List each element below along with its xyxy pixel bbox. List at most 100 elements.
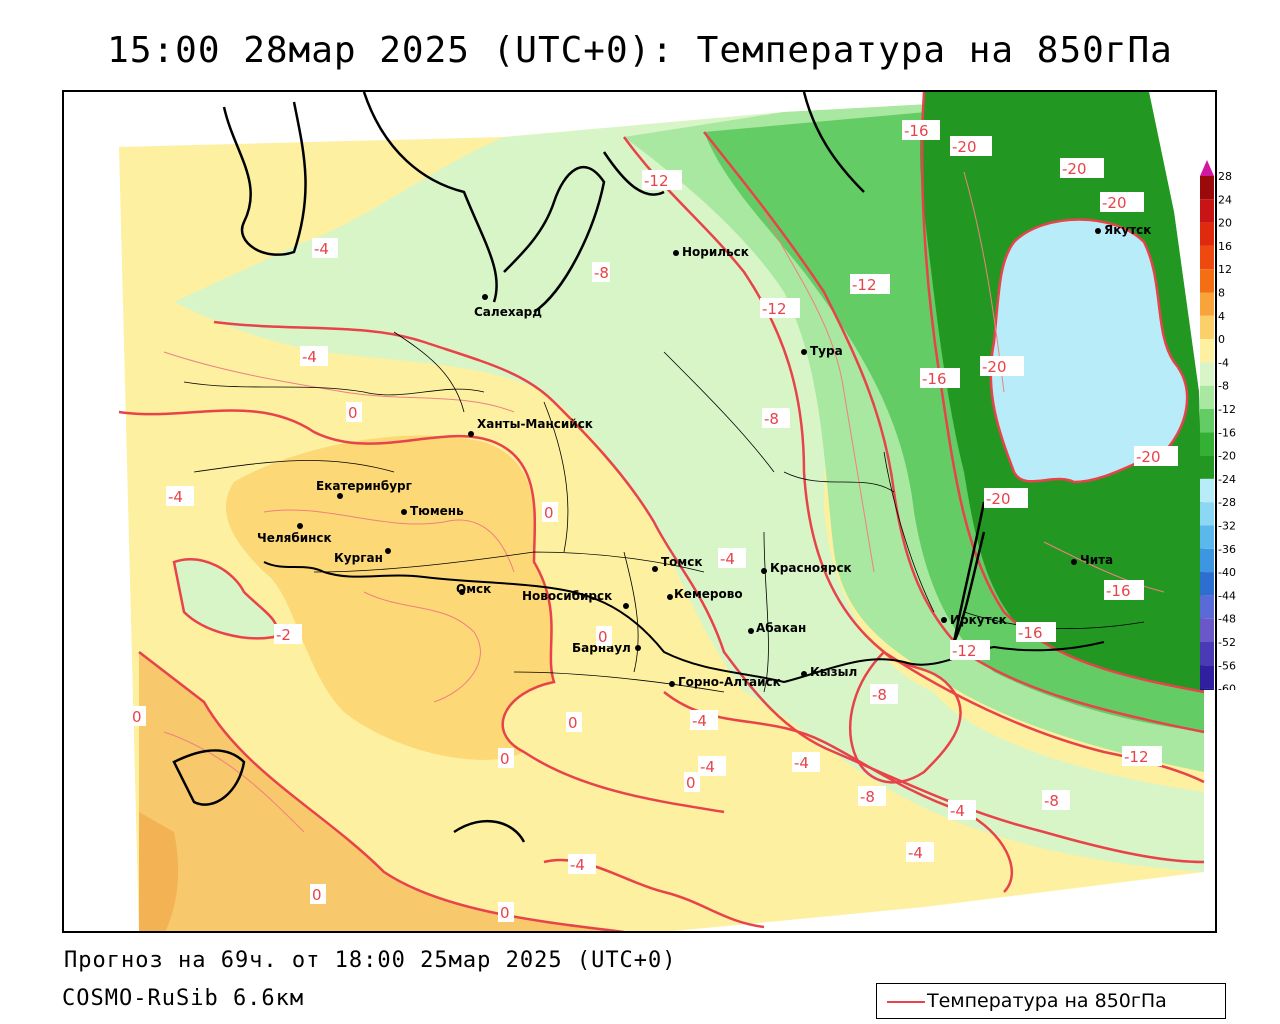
colorbar-tick-label: 20 (1218, 217, 1232, 230)
legend-line-label: Температура на 850гПа (927, 990, 1167, 1012)
legend-line-swatch (887, 1001, 925, 1003)
iso-label-35: -8 (1044, 792, 1059, 810)
iso-label-23: -16 (1018, 624, 1043, 642)
city-label-kyzyl: Кызыл (810, 665, 857, 679)
iso-label-39: 0 (500, 904, 510, 922)
cool-west-patch (174, 559, 277, 639)
colorbar-tick-label: 4 (1218, 310, 1225, 323)
iso-label-31: -12 (1124, 748, 1149, 766)
model-info: COSMO-RuSib 6.6км (62, 986, 305, 1011)
colorbar-tick-label: -20 (1218, 450, 1236, 463)
isotherm-lines (118, 92, 1205, 931)
colorbar-cell (1200, 432, 1214, 456)
city-label-chelyabinsk: Челябинск (257, 531, 332, 545)
city-label-kurgan: Курган (334, 551, 383, 565)
city-dot-kemerovo (667, 594, 673, 600)
iso-label-34: -4 (950, 802, 965, 820)
city-dot-barnaul (635, 645, 641, 651)
iso-label-1: -16 (904, 122, 929, 140)
city-label-khanty-mansiysk: Ханты-Мансийск (477, 417, 593, 431)
colorbar-cells (1200, 160, 1214, 690)
colorbar-tick-label: 8 (1218, 287, 1225, 300)
city-dot-norilsk (673, 250, 679, 256)
colorbar-tick-label: -32 (1218, 520, 1236, 533)
iso-label-9: -12 (762, 300, 787, 318)
iso-label-26: -8 (872, 686, 887, 704)
colorbar-cell (1200, 502, 1214, 526)
city-label-yakutsk: Якутск (1104, 223, 1151, 237)
colorbar-tick-label: -60 (1218, 683, 1236, 690)
colorbar-tick-label: 0 (1218, 333, 1225, 346)
colorbar-tick-label: -36 (1218, 543, 1236, 556)
city-label-gorno-altaysk: Горно-Алтайск (678, 675, 781, 689)
iso-label-11: -16 (922, 370, 947, 388)
colorbar-tick-label: -56 (1218, 659, 1236, 672)
iso-label-17: 0 (544, 504, 554, 522)
isotherm-labels: -16 -20 -12 -20 -20 -4 -8 -12 -12 -4 -16… (130, 120, 1178, 922)
legend: Температура на 850гПа (876, 983, 1226, 1019)
iso-label-20: -16 (1106, 582, 1131, 600)
colorbar-tick-label: 12 (1218, 263, 1232, 276)
iso-label-25: 0 (132, 708, 142, 726)
city-label-ekaterinburg: Екатеринбург (316, 479, 412, 493)
city-dot-yakutsk (1095, 228, 1101, 234)
city-dot-krasnoyarsk (761, 568, 767, 574)
city-label-tura: Тура (810, 344, 843, 358)
city-dot-tyumen (401, 509, 407, 515)
temperature-map: Норильск Якутск Салехард Тура Ханты-Манс… (118, 92, 1205, 931)
colorbar-tick-label: -48 (1218, 613, 1236, 626)
map-title: 15:00 28мар 2025 (UTC+0): Температура на… (107, 30, 1173, 71)
city-label-novosibirsk: Новосибирск (522, 589, 612, 603)
colorbar-cell (1200, 525, 1214, 549)
iso-label-32: -8 (860, 788, 875, 806)
colorbar-cell (1200, 409, 1214, 433)
iso-label-2: -20 (952, 138, 977, 156)
city-label-abakan: Абакан (756, 621, 806, 635)
cool-north-zone (174, 112, 1204, 872)
city-label-tyumen: Тюмень (410, 504, 464, 518)
city-dot-omsk (459, 589, 465, 595)
colorbar-cell (1200, 642, 1214, 666)
city-label-tomsk: Томск (661, 555, 703, 569)
colorbar-tick-label: -40 (1218, 566, 1236, 579)
city-dot-novosibirsk (623, 603, 629, 609)
iso-label-6: -4 (314, 240, 329, 258)
iso-label-15: -20 (1136, 448, 1161, 466)
very-cold-zone (990, 219, 1188, 482)
colorbar-cell (1200, 292, 1214, 316)
city-label-norilsk: Норильск (682, 245, 749, 259)
iso-label-21: -2 (276, 626, 291, 644)
colorbar-cell (1200, 385, 1214, 409)
city-dot-ekaterinburg (337, 493, 343, 499)
colorbar-labels: 28 24 20 16 12 8 4 0 -4 -8 -12 -16 -20 -24 -28 -32 -36 -4… (1218, 170, 1236, 690)
city-label-barnaul: Барнаул (572, 641, 631, 655)
colorbar-cell (1200, 455, 1214, 479)
warm-southwest-strip (139, 812, 179, 931)
city-dot-salekhard (482, 294, 488, 300)
city-dot-abakan (748, 628, 754, 634)
iso-label-3: -12 (644, 172, 669, 190)
colorbar-cell (1200, 618, 1214, 642)
colorbar-tick-label: -52 (1218, 636, 1236, 649)
colorbar-cell (1200, 269, 1214, 293)
city-label-chita: Чита (1080, 553, 1113, 567)
map-area[interactable]: Норильск Якутск Салехард Тура Ханты-Манс… (62, 90, 1217, 933)
city-labels: Норильск Якутск Салехард Тура Ханты-Манс… (257, 223, 1151, 689)
temperature-colorbar: 28 24 20 16 12 8 4 0 -4 -8 -12 -16 -20 -24 -28 -32 -36 -4… (1200, 160, 1236, 690)
colorbar-tick-label: 24 (1218, 193, 1232, 206)
iso-label-8: -12 (852, 276, 877, 294)
colorbar-cell (1200, 315, 1214, 340)
iso-label-13: 0 (348, 404, 358, 422)
iso-label-4: -20 (1062, 160, 1087, 178)
iso-label-19: -4 (720, 550, 735, 568)
iso-label-37: -4 (908, 844, 923, 862)
iso-label-40: -4 (570, 856, 585, 874)
iso-label-7: -8 (594, 264, 609, 282)
city-dot-kurgan (385, 548, 391, 554)
warm-south-zone (139, 652, 616, 931)
iso-label-16: -4 (168, 488, 183, 506)
iso-label-30: -4 (700, 758, 715, 776)
iso-label-28: -4 (794, 754, 809, 772)
colorbar-tick-label: -12 (1218, 403, 1236, 416)
colorbar-cell (1200, 665, 1214, 689)
